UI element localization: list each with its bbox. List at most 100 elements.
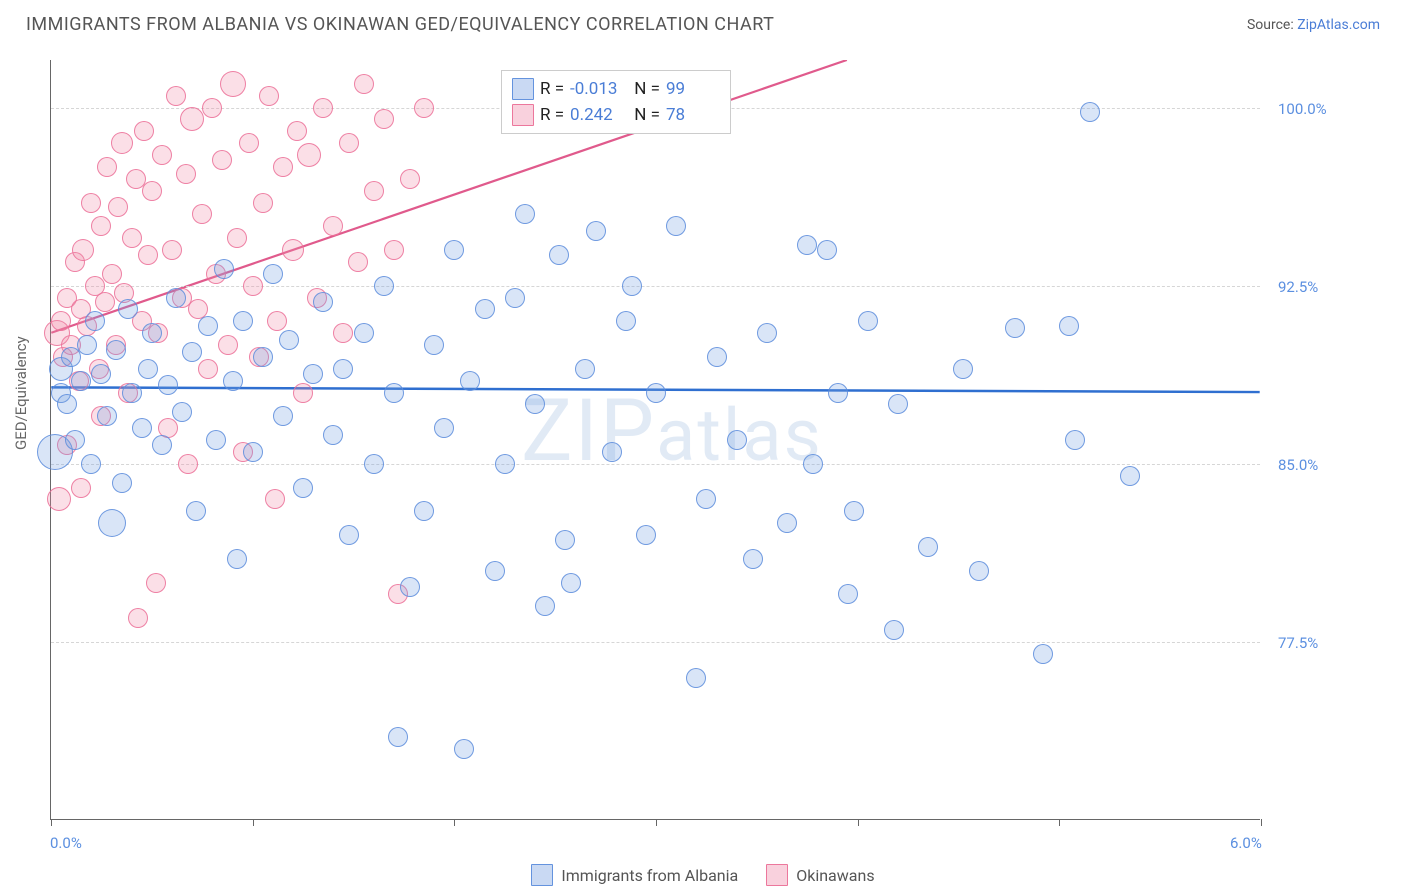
data-point: [586, 221, 606, 241]
x-tick-label: 0.0%: [50, 834, 82, 852]
legend-item: Immigrants from Albania: [531, 864, 738, 886]
data-point: [138, 359, 158, 379]
data-point: [182, 342, 202, 362]
data-point: [259, 86, 279, 106]
data-point: [134, 121, 154, 141]
data-point: [65, 430, 85, 450]
data-point: [122, 228, 142, 248]
data-point: [282, 239, 304, 261]
data-point: [777, 513, 797, 533]
data-point: [969, 561, 989, 581]
data-point: [757, 323, 777, 343]
x-tick: [656, 819, 657, 826]
data-point: [212, 150, 232, 170]
source-attribution: Source: ZipAtlas.com: [1247, 17, 1380, 33]
data-point: [743, 549, 763, 569]
data-point: [1059, 316, 1079, 336]
data-point: [339, 525, 359, 545]
data-point: [323, 425, 343, 445]
data-point: [636, 525, 656, 545]
data-point: [505, 288, 525, 308]
data-point: [803, 454, 823, 474]
data-point: [515, 204, 535, 224]
data-point: [71, 371, 91, 391]
data-point: [354, 323, 374, 343]
data-point: [97, 157, 117, 177]
data-point: [707, 347, 727, 367]
x-tick-label: 6.0%: [1230, 834, 1262, 852]
data-point: [102, 264, 122, 284]
data-point: [333, 323, 353, 343]
data-point: [108, 197, 128, 217]
data-point: [233, 311, 253, 331]
data-point: [239, 133, 259, 153]
data-point: [158, 375, 178, 395]
data-point: [57, 394, 77, 414]
data-point: [267, 311, 287, 331]
data-point: [424, 335, 444, 355]
data-point: [77, 335, 97, 355]
data-point: [374, 276, 394, 296]
y-tick-label: 92.5%: [1278, 278, 1318, 296]
data-point: [460, 371, 480, 391]
data-point: [91, 364, 111, 384]
data-point: [128, 608, 148, 628]
data-point: [91, 216, 111, 236]
data-point: [152, 435, 172, 455]
data-point: [313, 98, 333, 118]
watermark: ZIPatlas: [521, 380, 823, 481]
data-point: [828, 383, 848, 403]
data-point: [293, 383, 313, 403]
data-point: [98, 509, 126, 537]
x-tick: [253, 819, 254, 826]
x-tick: [858, 819, 859, 826]
data-point: [47, 487, 71, 511]
data-point: [72, 239, 94, 261]
data-point: [227, 228, 247, 248]
gridline: [51, 464, 1260, 465]
data-point: [97, 406, 117, 426]
data-point: [293, 478, 313, 498]
data-point: [263, 264, 283, 284]
data-point: [95, 292, 115, 312]
data-point: [953, 359, 973, 379]
data-point: [166, 86, 186, 106]
data-point: [400, 577, 420, 597]
data-point: [354, 74, 374, 94]
chart-title: IMMIGRANTS FROM ALBANIA VS OKINAWAN GED/…: [26, 14, 774, 35]
data-point: [364, 181, 384, 201]
x-tick: [1261, 819, 1262, 826]
data-point: [132, 418, 152, 438]
data-point: [817, 240, 837, 260]
plot-area: ZIPatlas R = -0.013 N = 99 R = 0.242 N =…: [50, 60, 1260, 820]
data-point: [388, 727, 408, 747]
data-point: [727, 430, 747, 450]
data-point: [178, 454, 198, 474]
data-point: [112, 473, 132, 493]
gridline: [51, 286, 1260, 287]
data-point: [348, 252, 368, 272]
data-point: [220, 71, 246, 97]
data-point: [273, 157, 293, 177]
data-point: [525, 394, 545, 414]
data-point: [384, 240, 404, 260]
data-point: [1033, 644, 1053, 664]
data-point: [265, 489, 285, 509]
data-point: [81, 454, 101, 474]
source-link[interactable]: ZipAtlas.com: [1297, 17, 1380, 33]
data-point: [166, 288, 186, 308]
data-point: [414, 98, 434, 118]
data-point: [287, 121, 307, 141]
legend-bottom: Immigrants from AlbaniaOkinawans: [0, 864, 1406, 886]
data-point: [192, 204, 212, 224]
data-point: [888, 394, 908, 414]
data-point: [1065, 430, 1085, 450]
chart-container: GED/Equivalency ZIPatlas R = -0.013 N = …: [0, 50, 1406, 892]
y-tick-label: 85.0%: [1278, 456, 1318, 474]
legend-swatch: [531, 864, 553, 886]
data-point: [51, 311, 71, 331]
x-tick: [454, 819, 455, 826]
data-point: [253, 193, 273, 213]
data-point: [142, 181, 162, 201]
data-point: [85, 311, 105, 331]
